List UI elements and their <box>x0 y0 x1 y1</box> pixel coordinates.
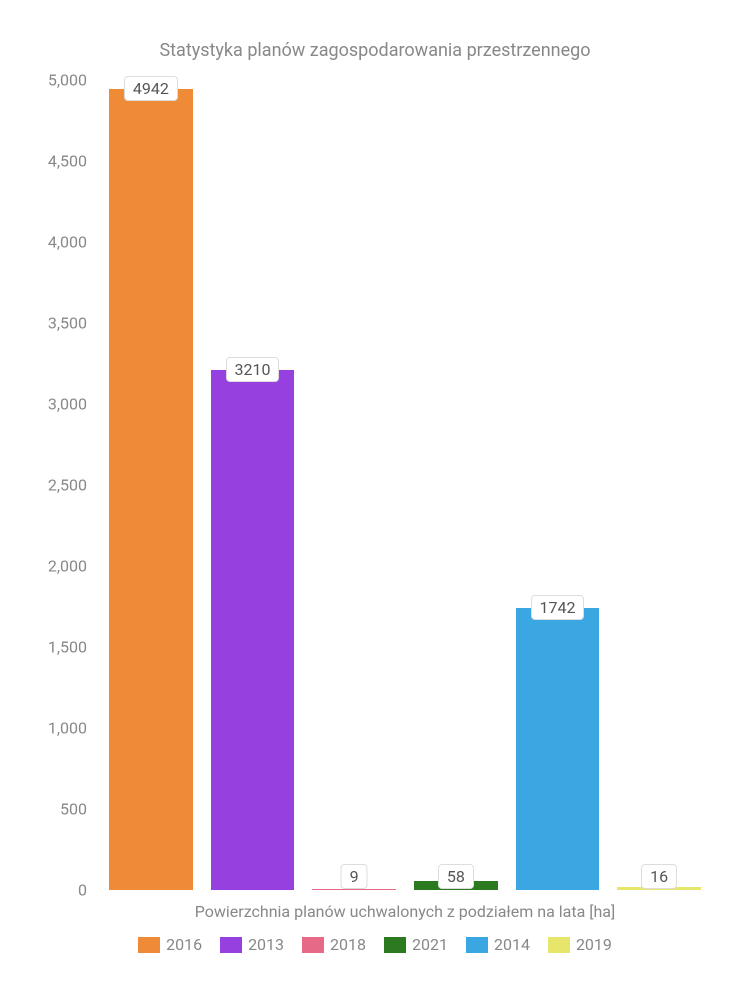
legend-label: 2013 <box>248 935 284 954</box>
y-tick: 4,000 <box>48 233 87 252</box>
bar <box>516 608 599 890</box>
y-tick: 5,000 <box>48 71 87 90</box>
legend-swatch <box>466 937 488 953</box>
bar <box>109 89 192 890</box>
legend-swatch <box>138 937 160 953</box>
y-tick: 0 <box>78 881 87 900</box>
y-tick: 2,500 <box>48 476 87 495</box>
legend-swatch <box>548 937 570 953</box>
legend-label: 2018 <box>330 935 366 954</box>
legend-label: 2021 <box>412 935 448 954</box>
legend-label: 2019 <box>576 935 612 954</box>
legend-item: 2014 <box>466 935 530 954</box>
legend-item: 2013 <box>220 935 284 954</box>
y-tick: 500 <box>60 800 87 819</box>
legend-item: 2018 <box>302 935 366 954</box>
legend-swatch <box>302 937 324 953</box>
legend-item: 2016 <box>138 935 202 954</box>
y-axis: 05001,0001,5002,0002,5003,0003,5004,0004… <box>0 80 95 890</box>
bar-value-label: 58 <box>438 864 474 889</box>
legend-item: 2019 <box>548 935 612 954</box>
chart-title: Statystyka planów zagospodarowania przes… <box>0 40 750 61</box>
y-tick: 1,000 <box>48 719 87 738</box>
legend-swatch <box>384 937 406 953</box>
bar-value-label: 3210 <box>226 357 280 382</box>
plot-area: 49423210958174216 <box>100 80 710 890</box>
y-tick: 1,500 <box>48 638 87 657</box>
y-tick: 3,500 <box>48 314 87 333</box>
bar-value-label: 1742 <box>531 595 585 620</box>
legend-item: 2021 <box>384 935 448 954</box>
bar-value-label: 4942 <box>124 76 178 101</box>
legend-label: 2014 <box>494 935 530 954</box>
y-tick: 3,000 <box>48 395 87 414</box>
bar <box>211 370 294 890</box>
bar-value-label: 16 <box>641 864 677 889</box>
y-tick: 4,500 <box>48 152 87 171</box>
legend-swatch <box>220 937 242 953</box>
x-axis-label: Powierzchnia planów uchwalonych z podzia… <box>100 902 710 921</box>
legend: 2016 2013 2018 2021 2014 2019 <box>0 935 750 954</box>
y-tick: 2,000 <box>48 557 87 576</box>
chart-container: Statystyka planów zagospodarowania przes… <box>0 0 750 1000</box>
legend-label: 2016 <box>166 935 202 954</box>
bar-value-label: 9 <box>341 864 368 889</box>
